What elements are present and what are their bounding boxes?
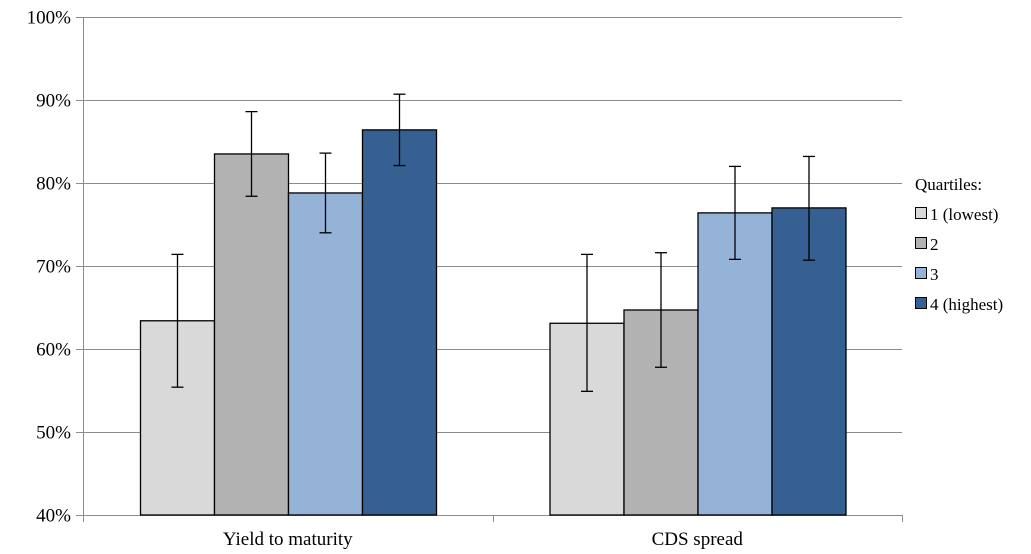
bar bbox=[287, 192, 364, 516]
bar bbox=[697, 212, 773, 516]
legend-label: 4 (highest) bbox=[930, 295, 1003, 314]
legend-swatch bbox=[915, 297, 927, 309]
legend-label: 3 bbox=[930, 265, 939, 284]
legend-swatch bbox=[915, 267, 927, 279]
y-tick-label: 100% bbox=[27, 8, 72, 29]
y-tick-label: 60% bbox=[36, 340, 71, 361]
legend-label: 1 (lowest) bbox=[930, 205, 998, 224]
legend: Quartiles: 1 (lowest) 2 3 4 (highest) bbox=[915, 175, 1003, 314]
bars bbox=[139, 129, 847, 516]
y-tick-label: 90% bbox=[36, 91, 71, 112]
bar bbox=[361, 129, 438, 516]
error-bars bbox=[171, 93, 815, 392]
y-tick-label: 50% bbox=[36, 423, 71, 444]
bar bbox=[213, 153, 290, 516]
x-category-label: Yield to maturity bbox=[223, 529, 353, 550]
legend-title: Quartiles: bbox=[915, 175, 982, 194]
legend-swatch bbox=[915, 207, 927, 219]
y-tick-label: 40% bbox=[36, 506, 71, 527]
legend-swatch bbox=[915, 237, 927, 249]
axis-labels: 40% 50% 60% 70% 80% 90% 100% Yield to maturity C… bbox=[27, 8, 744, 551]
y-tick-label: 80% bbox=[36, 174, 71, 195]
y-tick-label: 70% bbox=[36, 257, 71, 278]
legend-label: 2 bbox=[930, 235, 939, 254]
x-category-label: CDS spread bbox=[652, 529, 744, 550]
